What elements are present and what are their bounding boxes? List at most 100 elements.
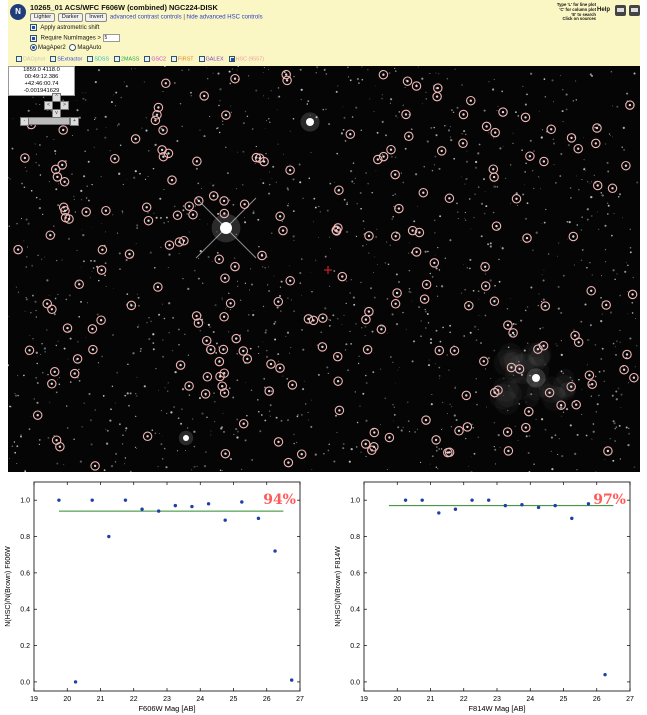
data-point [486,498,491,502]
astrometric-label: Apply astrometric shift [40,25,100,32]
catalog-checkbox[interactable] [144,56,151,62]
plot-frame [33,481,301,692]
x-tick-label: 21 [97,696,105,703]
catalog-label: 2MASS [121,56,140,63]
x-tick-label: 20 [393,696,401,703]
catalog-label: GALEX [205,56,224,63]
sky-background [8,66,640,472]
x-tick-label: 19 [360,696,368,703]
y-tick-label: 0.6 [350,570,360,577]
data-point [603,672,607,677]
catalog-toggle[interactable]: FIRST [171,56,194,62]
data-point [503,503,508,508]
y-tick-label: 0.4 [20,607,30,614]
completeness-percent: 94% [263,492,296,508]
magauto-label: MagAuto [77,45,102,52]
hsc-source-markers[interactable] [13,69,639,471]
help-link[interactable]: Help [596,7,610,13]
image-viewer[interactable]: N 10265_01 ACS/WFC F606W (combined) NGC2… [8,0,640,472]
catalog-checkbox[interactable] [171,56,178,62]
data-point [190,504,194,509]
magauto-radio[interactable] [69,44,77,51]
bright-star [300,112,320,132]
data-point [420,498,424,502]
catalog-toggle[interactable]: GSC2 [144,56,166,62]
control-panel: N 10265_01 ACS/WFC F606W (combined) NGC2… [8,0,640,66]
catalog-toggle[interactable]: HSC (9557) [228,56,264,62]
pan-zoom-controls: < ^ > v - + [20,92,88,126]
lighter-button[interactable]: Lighter [30,13,56,22]
save-icon[interactable] [629,5,640,16]
invert-button[interactable]: Invert [85,13,108,22]
catalog-checkbox[interactable] [114,56,121,62]
catalog-label: SDSS [94,56,110,63]
y-tick-label: 0.2 [350,643,360,650]
nasa-logo-icon[interactable]: N [10,4,26,20]
catalog-checkbox[interactable] [16,56,22,62]
coordinate-readout: 1859.0 4118.0 00:49:12.386 +42:46:00.74 … [8,66,75,96]
catalog-checkbox[interactable] [50,56,57,62]
data-point [403,498,408,502]
advanced-contrast-link[interactable]: advanced contrast controls [109,14,182,21]
x-tick-label: 25 [230,696,238,703]
magaper2-label: MagAper2 [38,45,66,52]
data-point [90,498,94,502]
x-tick-label: 26 [263,696,271,703]
y-tick-label: 0.8 [350,534,360,541]
plot-frame [363,481,631,692]
numimages-input[interactable]: 5 [102,34,120,42]
catalog-checkbox[interactable] [228,56,235,62]
magaper2-radio[interactable] [30,44,37,51]
pan-left-button[interactable]: < [44,101,53,110]
bright-star [178,430,194,446]
darker-button[interactable]: Darker [57,13,83,22]
y-tick-label: 0.0 [350,679,360,686]
hide-hsc-controls-link[interactable]: hide advanced HSC controls [186,14,263,21]
y-axis-label: N(HSC)/N(Brown) F814W [335,546,342,627]
data-point [289,678,294,682]
catalog-checkbox[interactable] [87,56,94,62]
zoom-in-button[interactable]: + [70,117,79,126]
f606w-completeness-plot: 19 20 21 22 23 24 25 26 27 0.0 0.2 0.4 0.6 0.8 1.0 F606… [5,481,304,713]
numimages-checkbox[interactable] [30,34,37,42]
data-point [73,680,78,684]
x-axis-label: F814W Mag [AB] [468,704,525,713]
pan-right-button[interactable]: > [60,101,69,110]
tip-line: Click on sources [562,16,596,22]
tip-line: Type 'L' for line plot [556,2,596,7]
data-point [470,498,474,502]
data-point [173,503,178,508]
tip-line: 'C' for column plot [559,6,596,12]
x-tick-label: 22 [460,696,468,703]
x-tick-label: 20 [63,696,71,703]
data-point [57,498,61,502]
data-point [586,502,591,506]
target-marker-icon [324,266,332,274]
catalog-toggle[interactable]: SExtractor [50,56,82,62]
sky-image[interactable] [8,66,640,472]
catalog-checkbox[interactable] [198,56,205,62]
pan-up-button[interactable]: ^ [52,93,61,102]
y-tick-label: 1.0 [20,498,30,505]
data-point [453,507,458,511]
astrometric-checkbox[interactable] [30,24,37,31]
catalog-toggle[interactable]: DAOphot [16,56,45,62]
catalog-toggle[interactable]: GALEX [198,56,224,63]
y-tick-label: 0.0 [20,679,30,686]
f814w-completeness-plot: 19 20 21 22 23 24 25 26 27 0.0 0.2 0.4 0.6 0.8 1.0 F814… [335,481,634,713]
data-point [240,500,244,504]
catalog-toggle[interactable]: SDSS [87,56,109,62]
link-separator: | [183,14,185,21]
zoom-slider[interactable] [28,117,70,125]
y-tick-label: 1.0 [350,498,360,505]
x-tick-label: 27 [296,696,304,703]
x-tick-label: 27 [626,696,634,703]
x-tick-label: 24 [196,696,204,703]
x-axis-label: F606W Mag [AB] [138,704,195,713]
cluster-glow [489,341,576,415]
catalog-toggle[interactable]: 2MASS [114,56,139,62]
data-point [273,549,277,553]
print-icon[interactable] [615,5,626,16]
x-tick-label: 24 [526,696,534,703]
pixel-position: 1859.0 4118.0 [23,67,60,73]
